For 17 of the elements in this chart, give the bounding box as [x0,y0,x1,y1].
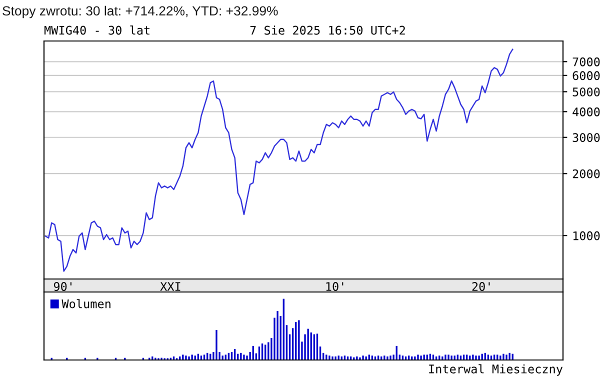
chart-title: MWIG40 - 30 lat [44,26,150,35]
text: Stopy zwrotu: 30 lat: +714.22%, YTD: +32.99% [2,6,278,18]
y-tick-label: 5000 [572,87,600,96]
y-tick-label: 4000 [572,107,600,116]
x-tick-label: 20' [472,282,490,291]
y-tick-label: 7000 [572,57,600,66]
x-tick-label: 90' [54,282,72,291]
y-tick-label: 2000 [572,169,600,178]
x-tick-label: 10' [326,282,344,291]
text: Interwal Miesieczny [429,364,563,376]
y-tick-label: 1000 [573,231,600,240]
y-tick-label: 3000 [572,133,600,142]
chart-subtitle: 7 Sie 2025 16:50 UTC+2 [250,26,405,35]
y-tick-label: 6000 [572,71,600,80]
line-series [44,48,514,272]
x-tick-label: XXI [160,282,180,291]
legend-label: Wolumen [62,299,110,308]
